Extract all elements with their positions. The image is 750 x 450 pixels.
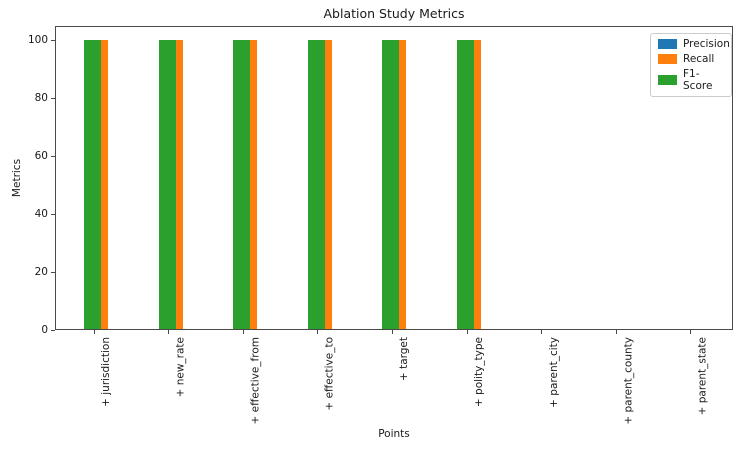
bar-f1-score xyxy=(457,40,474,329)
legend-label: Precision xyxy=(683,38,730,50)
legend-swatch-precision xyxy=(658,39,677,49)
legend-swatch-f1-score xyxy=(658,75,677,85)
y-axis-label: Metrics xyxy=(11,158,23,198)
x-tick-mark xyxy=(391,330,393,334)
x-tick-label: + effective_from xyxy=(249,337,262,425)
y-tick-mark xyxy=(51,213,55,215)
legend-item: Precision xyxy=(658,38,730,50)
bar-f1-score xyxy=(158,40,176,329)
x-tick-mark xyxy=(615,330,617,334)
legend-item: Recall xyxy=(658,53,724,65)
bar-f1-score xyxy=(233,40,251,329)
y-tick-label: 80 xyxy=(34,91,48,104)
y-tick-mark xyxy=(51,97,55,99)
y-tick-label: 60 xyxy=(34,149,48,162)
y-tick-label: 40 xyxy=(34,207,48,220)
x-tick-mark xyxy=(317,330,319,334)
legend-label: Recall xyxy=(683,53,715,65)
y-tick-mark xyxy=(51,271,55,273)
legend-label: F1-Score xyxy=(683,68,713,92)
legend-swatch-recall xyxy=(658,54,677,64)
chart-title: Ablation Study Metrics xyxy=(323,6,465,21)
bar-f1-score xyxy=(307,40,325,329)
y-tick-label: 20 xyxy=(34,265,48,278)
x-tick-label: + jurisdiction xyxy=(100,337,112,407)
x-tick-label: + new_rate xyxy=(174,337,187,398)
y-tick-label: 100 xyxy=(27,33,48,46)
bar-f1-score xyxy=(84,40,101,329)
x-tick-label: + parent_city xyxy=(547,337,560,408)
y-tick-mark xyxy=(51,329,55,331)
x-tick-mark xyxy=(93,330,95,334)
x-tick-mark xyxy=(541,330,543,334)
y-tick-label: 0 xyxy=(41,323,48,336)
x-tick-label: + parent_state xyxy=(696,337,709,416)
x-axis-label: Points xyxy=(378,428,410,440)
legend-item: F1-Score xyxy=(658,68,724,92)
x-tick-label: + polity_type xyxy=(473,337,485,408)
x-tick-mark xyxy=(466,330,468,334)
x-tick-mark xyxy=(242,330,244,334)
x-tick-mark xyxy=(168,330,170,334)
x-tick-label: + parent_county xyxy=(622,337,635,425)
y-tick-mark xyxy=(51,39,55,41)
legend: Precision Recall F1-Score xyxy=(650,33,732,97)
bar-f1-score xyxy=(382,40,400,329)
x-tick-mark xyxy=(690,330,692,334)
x-tick-label: + effective_to xyxy=(323,337,336,411)
x-tick-label: + target xyxy=(398,337,411,382)
y-tick-mark xyxy=(51,155,55,157)
